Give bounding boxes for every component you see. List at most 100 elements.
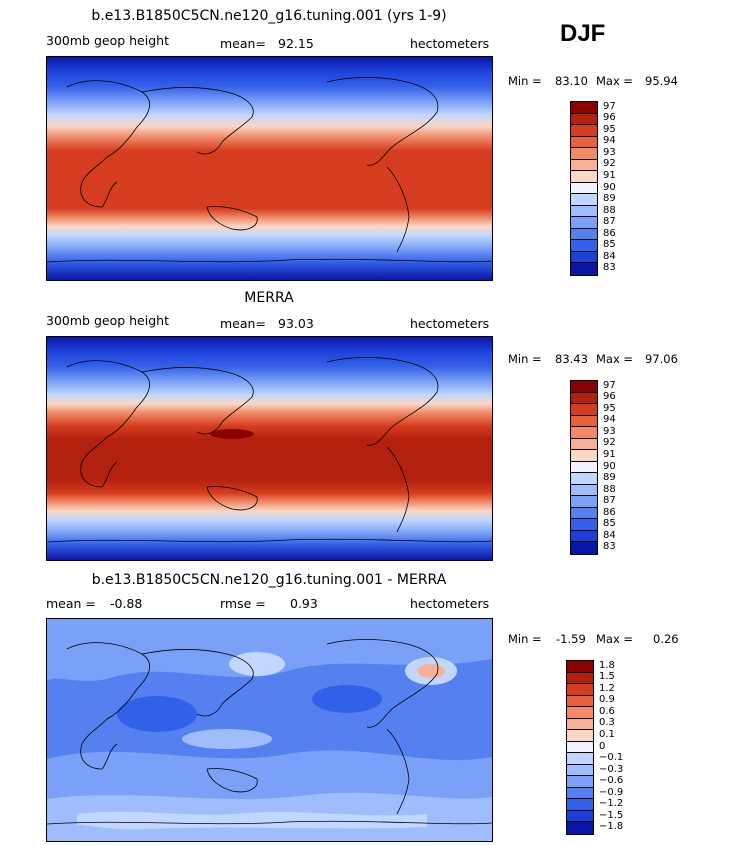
colorbar-tick-label: 92 — [603, 437, 616, 449]
colorbar-tick-label: 85 — [603, 518, 616, 530]
colorbar-swatch — [567, 776, 593, 788]
panel3-min-value: -1.59 — [556, 632, 586, 646]
panel1-map — [46, 56, 493, 281]
colorbar-swatch — [571, 461, 597, 474]
colorbar-tick-label: 0.3 — [599, 717, 615, 729]
panel2-colorbar — [570, 380, 598, 555]
colorbar-swatch — [571, 171, 597, 183]
panel2-max-blob — [210, 429, 254, 439]
colorbar-tick-label: 84 — [603, 250, 616, 262]
colorbar-tick-label: 97 — [603, 100, 616, 112]
colorbar-swatch — [571, 507, 597, 520]
colorbar-swatch — [571, 125, 597, 137]
colorbar-tick-label: −0.9 — [599, 786, 624, 798]
colorbar-tick-label: 94 — [603, 414, 616, 426]
colorbar-swatch — [567, 741, 593, 754]
panel3-rmse-label: rmse = — [220, 596, 266, 611]
colorbar-swatch — [571, 217, 597, 229]
panel1-max-label: Max = — [596, 74, 634, 88]
colorbar-tick-label: −1.8 — [599, 821, 624, 833]
colorbar-tick-label: 96 — [603, 391, 616, 403]
colorbar-tick-label: −0.6 — [599, 775, 624, 787]
panel3-units: hectometers — [410, 596, 490, 611]
season-label: DJF — [560, 20, 606, 47]
colorbar-swatch — [567, 810, 593, 823]
colorbar-swatch — [567, 695, 593, 708]
panel1-mean-label: mean= — [220, 36, 266, 51]
colorbar-tick-label: 0.9 — [599, 694, 615, 706]
panel2-map-svg — [47, 337, 492, 560]
panel3-mean-label: mean = — [46, 596, 96, 611]
colorbar-tick-label: 86 — [603, 506, 616, 518]
colorbar-swatch — [571, 542, 597, 554]
colorbar-swatch — [571, 496, 597, 508]
colorbar-tick-label: 1.5 — [599, 671, 615, 683]
panel1-min-value: 83.10 — [555, 74, 588, 88]
colorbar-tick-label: 93 — [603, 146, 616, 158]
colorbar-swatch — [571, 228, 597, 241]
colorbar-tick-label: 87 — [603, 495, 616, 507]
colorbar-swatch — [571, 148, 597, 160]
colorbar-swatch — [567, 707, 593, 719]
panel2-variable: 300mb geop height — [46, 313, 169, 328]
panel2-mean-value: 93.03 — [278, 316, 314, 331]
colorbar-swatch — [571, 102, 597, 114]
colorbar-swatch — [567, 753, 593, 765]
colorbar-swatch — [567, 684, 593, 696]
panel1-variable: 300mb geop height — [46, 33, 169, 48]
colorbar-tick-label: 1.8 — [599, 659, 615, 671]
panel3-map-svg — [47, 619, 492, 841]
panel2-map — [46, 336, 493, 561]
colorbar-tick-label: −0.1 — [599, 752, 624, 764]
colorbar-tick-label: 87 — [603, 216, 616, 228]
colorbar-swatch — [567, 718, 593, 731]
colorbar-tick-label: 0.1 — [599, 728, 615, 740]
panel2-title: MERRA — [244, 290, 294, 306]
colorbar-tick-label: 89 — [603, 193, 616, 205]
colorbar-swatch — [571, 194, 597, 206]
colorbar-tick-label: 97 — [603, 379, 616, 391]
colorbar-swatch — [567, 764, 593, 777]
colorbar-tick-label: 90 — [603, 181, 616, 193]
panel1-map-svg — [47, 57, 492, 280]
colorbar-swatch — [571, 450, 597, 462]
colorbar-swatch — [571, 113, 597, 126]
colorbar-tick-label: −1.5 — [599, 809, 624, 821]
panel3-rmse-value: 0.93 — [290, 596, 318, 611]
colorbar-tick-label: 88 — [603, 483, 616, 495]
colorbar-swatch — [571, 438, 597, 451]
colorbar-swatch — [567, 672, 593, 685]
colorbar-swatch — [571, 519, 597, 531]
colorbar-tick-label: 83 — [603, 262, 616, 274]
colorbar-tick-label: 95 — [603, 123, 616, 135]
colorbar-tick-label: −1.2 — [599, 798, 624, 810]
colorbar-tick-label: 85 — [603, 239, 616, 251]
panel1-colorbar — [570, 101, 598, 276]
colorbar-swatch — [571, 182, 597, 195]
colorbar-swatch — [571, 240, 597, 252]
colorbar-tick-label: 91 — [603, 448, 616, 460]
panel3-max-label: Max = — [596, 632, 634, 646]
colorbar-tick-label: 88 — [603, 204, 616, 216]
colorbar-tick-label: 86 — [603, 227, 616, 239]
panel3-title: b.e13.B1850C5CN.ne120_g16.tuning.001 - M… — [91, 572, 447, 588]
colorbar-swatch — [571, 484, 597, 497]
panel3-map — [46, 618, 493, 842]
colorbar-tick-label: 96 — [603, 112, 616, 124]
panel2-coastlines — [47, 357, 492, 543]
colorbar-swatch — [571, 530, 597, 543]
panel1-max-value: 95.94 — [645, 74, 678, 88]
panel2-max-label: Max = — [596, 352, 634, 366]
colorbar-tick-label: −0.3 — [599, 763, 624, 775]
colorbar-swatch — [567, 661, 593, 673]
colorbar-swatch — [567, 822, 593, 834]
colorbar-tick-label: 89 — [603, 472, 616, 484]
colorbar-swatch — [571, 415, 597, 428]
colorbar-swatch — [571, 159, 597, 172]
colorbar-tick-label: 90 — [603, 460, 616, 472]
colorbar-tick-label: 0 — [599, 740, 606, 752]
colorbar-tick-label: 84 — [603, 529, 616, 541]
colorbar-tick-label: 92 — [603, 158, 616, 170]
panel1-units: hectometers — [410, 36, 490, 51]
colorbar-tick-label: 83 — [603, 541, 616, 553]
